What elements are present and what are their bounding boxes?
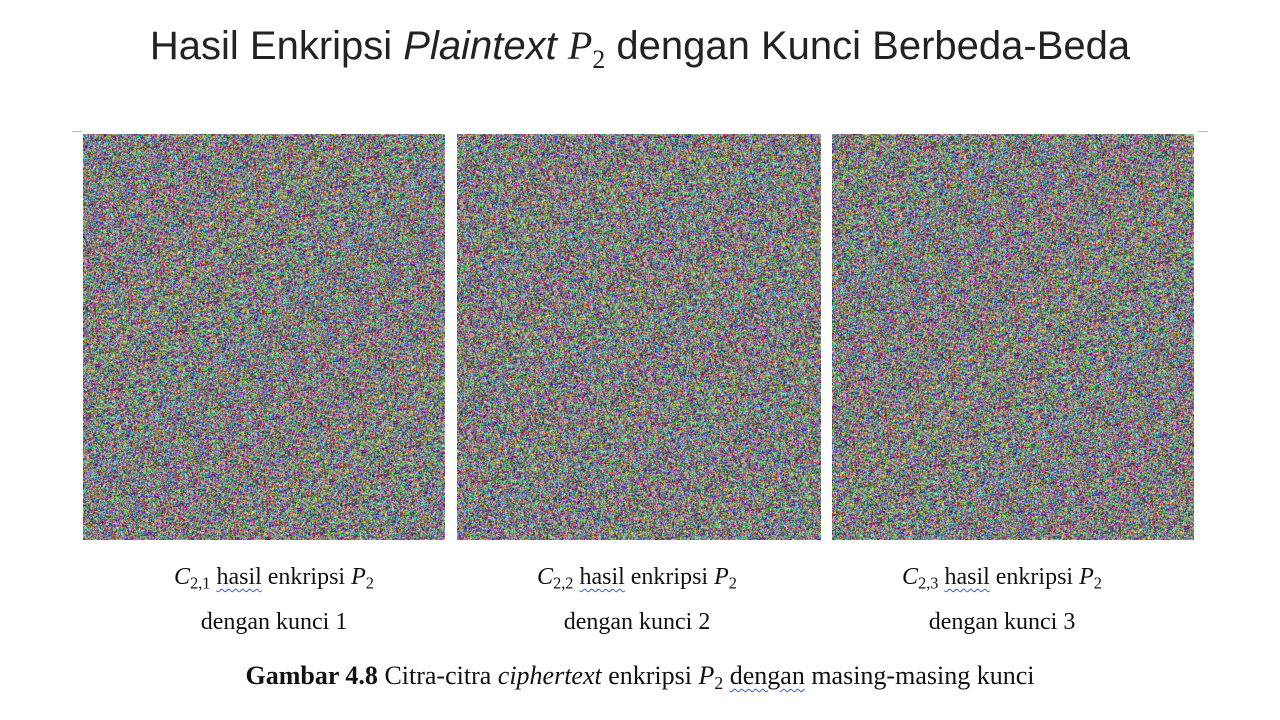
panel-caption-1: C2,1 hasil enkripsi P2 dengan kunci 1 bbox=[94, 558, 454, 641]
caption-line2: dengan kunci 2 bbox=[563, 608, 711, 635]
figure-rule-right bbox=[1198, 131, 1208, 132]
word-hasil: hasil bbox=[944, 564, 990, 590]
title-math-var: P2 bbox=[567, 23, 606, 74]
caption-line2: dengan kunci 3 bbox=[928, 608, 1076, 635]
panel-caption-3: C2,3 hasil enkripsi P2 dengan kunci 3 bbox=[822, 558, 1182, 641]
caption-line2: dengan kunci 1 bbox=[200, 608, 348, 635]
ciphertext-image-3 bbox=[832, 134, 1194, 540]
word-dengan: dengan bbox=[729, 661, 805, 690]
figure-caption: Gambar 4.8 Citra-citra ciphertext enkrip… bbox=[245, 661, 1035, 693]
ciphertext-image-2 bbox=[457, 134, 821, 540]
panel-caption-2: C2,2 hasil enkripsi P2 dengan kunci 2 bbox=[457, 558, 817, 641]
word-hasil: hasil bbox=[579, 564, 625, 590]
noise-texture bbox=[832, 134, 1194, 540]
noise-texture bbox=[83, 134, 445, 540]
caption-line1: C2,2 hasil enkripsi P2 bbox=[537, 564, 737, 593]
caption-line1: C2,1 hasil enkripsi P2 bbox=[174, 564, 374, 593]
word-hasil: hasil bbox=[216, 564, 262, 590]
title-italic: Plaintext bbox=[403, 24, 557, 68]
title-prefix: Hasil Enkripsi bbox=[149, 24, 404, 68]
slide-title: Hasil Enkripsi Plaintext P2 dengan Kunci… bbox=[0, 18, 1280, 88]
noise-texture bbox=[457, 134, 821, 540]
caption-line1: C2,3 hasil enkripsi P2 bbox=[902, 564, 1102, 593]
ciphertext-image-1 bbox=[83, 134, 445, 540]
figure-label: Gambar 4.8 bbox=[245, 661, 378, 690]
figure-caption-italic: ciphertext bbox=[497, 661, 602, 690]
figure-rule-left bbox=[72, 131, 82, 132]
title-suffix: dengan Kunci Berbeda-Beda bbox=[605, 24, 1131, 68]
